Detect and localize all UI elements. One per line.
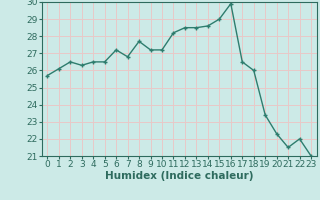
X-axis label: Humidex (Indice chaleur): Humidex (Indice chaleur) (105, 171, 253, 181)
